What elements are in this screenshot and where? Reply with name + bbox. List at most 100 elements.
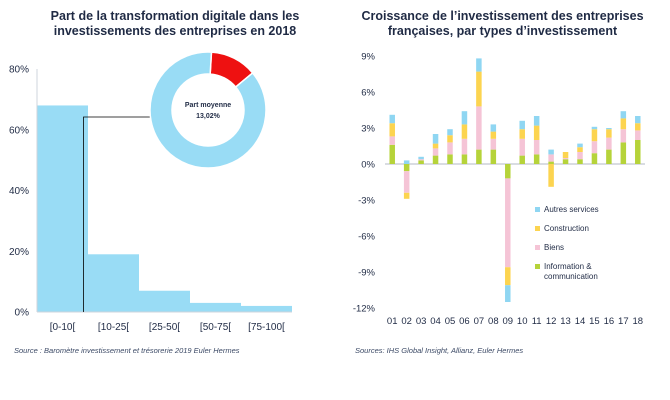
- x-tick-label: 03: [416, 316, 427, 327]
- legend-label: Construction: [544, 224, 589, 233]
- bar-segment-05-1: [447, 142, 453, 155]
- legend-swatch-0: [535, 264, 540, 269]
- left-chart-title: Part de la transformation digitale dans …: [50, 9, 300, 38]
- x-tick-label: 10: [517, 316, 528, 327]
- right-chart-panel: Croissance de l’investissement des entre…: [335, 0, 670, 400]
- right-chart-source: Sources: IHS Global Insight, Allianz, Eu…: [355, 346, 524, 355]
- bar-segment-07-1: [476, 106, 482, 150]
- y-tick-label: -12%: [353, 304, 376, 315]
- bar-segment-11-0: [533, 154, 540, 164]
- bar-segment-12-0: [548, 161, 554, 164]
- x-tick-label: 15: [589, 316, 600, 327]
- left-chart-source: Source : Baromètre investissement et tré…: [14, 346, 240, 355]
- bar-segment-06-3: [461, 111, 468, 125]
- bar-[10-25[: [88, 254, 139, 312]
- bar-segment-04-0: [432, 155, 439, 164]
- bar-segment-14-0: [577, 159, 583, 164]
- bar-[0-10[: [37, 105, 88, 312]
- x-tick-label: 05: [445, 316, 456, 327]
- y-tick-label: 0%: [15, 308, 30, 319]
- bar-segment-17-1: [620, 129, 627, 143]
- left-chart-svg: [0-10[[10-25[[25-50[[50-75[[75-100[0% 20%…: [9, 51, 292, 333]
- y-tick-label: 9%: [361, 52, 375, 63]
- bar-segment-18-3: [635, 116, 641, 124]
- bar-segment-12-2: [548, 164, 554, 187]
- bar-segment-16-2: [606, 129, 612, 138]
- bar-segment-03-0: [418, 160, 424, 164]
- bar-segment-16-0: [606, 149, 612, 164]
- bar-segment-13-0: [562, 159, 569, 164]
- bar-segment-16-1: [606, 137, 612, 150]
- connector-line: [83, 116, 152, 312]
- bar-segment-15-3: [591, 126, 598, 130]
- bar-segment-08-2: [490, 131, 497, 139]
- y-tick-label: 3%: [361, 124, 375, 135]
- x-tick-label: [25-50[: [149, 322, 180, 333]
- bar-segment-01-0: [389, 144, 395, 164]
- bar-segment-09-2: [505, 267, 511, 286]
- bar-segment-05-0: [447, 154, 453, 164]
- bar-segment-14-3: [577, 143, 583, 148]
- bar-segment-08-1: [490, 138, 497, 150]
- bar-segment-06-1: [461, 138, 468, 155]
- bar-segment-10-3: [519, 120, 525, 130]
- bar-segment-02-0: [403, 164, 410, 172]
- bar-segment-12-3: [548, 149, 554, 155]
- donut-slice-1: [149, 51, 267, 169]
- bar-segment-15-1: [591, 141, 598, 154]
- x-tick-label: 17: [618, 316, 629, 327]
- bar-segment-02-2: [403, 192, 410, 199]
- legend-label: Biens: [544, 243, 564, 252]
- legend-label: Information &: [544, 262, 592, 271]
- bar-segment-10-1: [519, 138, 525, 156]
- bar-segment-09-0: [505, 164, 511, 179]
- bar-segment-05-3: [447, 129, 453, 136]
- bar-segment-18-1: [635, 130, 641, 140]
- y-tick-label: 40%: [9, 186, 29, 197]
- bar-segment-08-3: [490, 124, 497, 132]
- bar-segment-07-3: [476, 58, 482, 72]
- y-tick-label: 80%: [9, 65, 29, 76]
- bar-segment-13-2: [562, 152, 569, 158]
- y-tick-label: 0%: [361, 160, 375, 171]
- bar-segment-11-3: [533, 116, 540, 126]
- x-tick-label: [75-100[: [248, 322, 285, 333]
- bar-segment-11-1: [533, 140, 540, 155]
- bar-segment-14-2: [577, 147, 583, 152]
- x-tick-label: [10-25[: [98, 322, 129, 333]
- bar-[25-50[: [139, 290, 190, 312]
- bar-[50-75[: [190, 302, 241, 312]
- bar-segment-07-2: [476, 71, 482, 107]
- right-chart-title: Croissance de l’investissement des entre…: [361, 9, 644, 38]
- bar-segment-12-1: [548, 154, 554, 162]
- bar-segment-08-0: [490, 149, 497, 164]
- y-tick-label: -6%: [358, 232, 375, 243]
- bar-segment-18-0: [635, 140, 641, 164]
- y-tick-label: 20%: [9, 247, 29, 258]
- x-tick-label: [0-10[: [50, 322, 76, 333]
- bar-segment-17-0: [620, 142, 627, 164]
- legend-swatch-1: [535, 245, 540, 250]
- x-tick-label: 02: [401, 316, 412, 327]
- bar-[75-100[: [241, 305, 292, 312]
- legend-swatch-3: [535, 207, 540, 212]
- bar-segment-04-2: [432, 143, 439, 149]
- right-chart-svg: 9% 6% 3% 0% -3% -6% -9% -12% 01 02 03 04 05 06 07 08 09 1…: [353, 52, 645, 327]
- bar-segment-18-2: [635, 123, 641, 131]
- bar-segment-04-1: [432, 148, 439, 156]
- y-tick-label: -3%: [358, 196, 375, 207]
- bar-segment-01-2: [389, 123, 395, 137]
- bar-segment-03-1: [418, 159, 424, 161]
- bar-segment-16-3: [606, 128, 612, 130]
- bar-segment-15-2: [591, 129, 598, 142]
- bar-segment-02-1: [403, 171, 410, 193]
- donut-center-label: Part moyenne: [185, 102, 231, 109]
- bar-segment-15-0: [591, 153, 598, 164]
- bar-segment-05-2: [447, 135, 453, 143]
- bar-segment-04-3: [432, 134, 439, 144]
- bar-segment-10-2: [519, 129, 525, 139]
- bar-segment-07-0: [476, 149, 482, 164]
- x-tick-label: 08: [488, 316, 499, 327]
- bar-segment-17-3: [620, 111, 627, 119]
- bar-segment-06-2: [461, 124, 468, 139]
